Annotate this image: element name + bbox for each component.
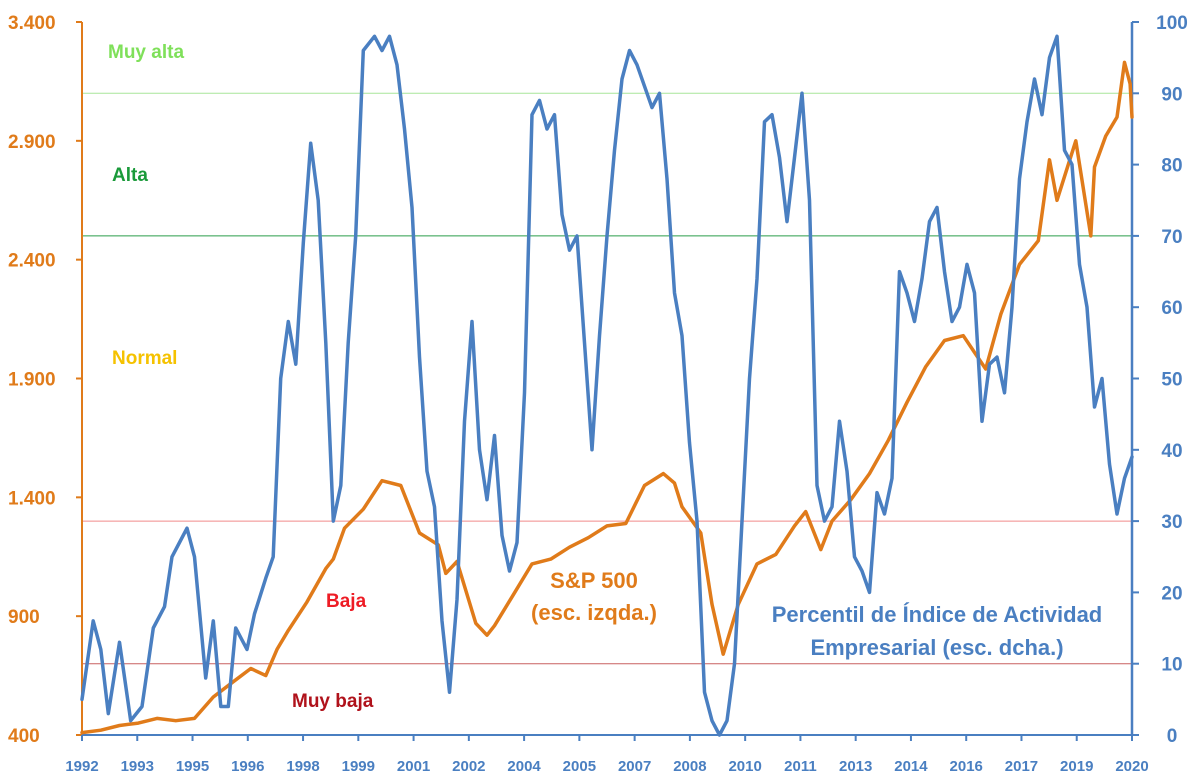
left-tick-label: 1.400 — [8, 488, 56, 509]
series-lines — [80, 34, 1134, 737]
x-tick-label: 1992 — [65, 758, 98, 775]
x-tick-label: 2017 — [1005, 758, 1038, 775]
zone-label-muy-alta: Muy alta — [108, 42, 184, 63]
left-tick-label: 1.900 — [8, 370, 56, 391]
right-tick-label: 70 — [1161, 227, 1182, 248]
sp500-label-line2: (esc. izqda.) — [531, 600, 657, 625]
x-tick-label: 2010 — [728, 758, 761, 775]
right-axis-ticks: 0 10 20 30 40 50 60 70 80 90 100 — [1132, 13, 1188, 747]
zone-label-alta: Alta — [112, 165, 148, 186]
x-tick-label: 2020 — [1115, 758, 1148, 775]
pmi-label-line1: Percentil de Índice de Actividad — [772, 602, 1103, 627]
zone-labels: Muy alta Alta Normal Baja Muy baja — [108, 42, 374, 712]
x-tick-label: 2013 — [839, 758, 872, 775]
x-tick-label: 2005 — [563, 758, 596, 775]
right-tick-label: 10 — [1161, 655, 1182, 676]
x-tick-label: 1995 — [176, 758, 209, 775]
right-tick-label: 20 — [1161, 583, 1182, 604]
zone-label-baja: Baja — [326, 591, 367, 612]
zone-label-normal: Normal — [112, 348, 177, 369]
x-tick-label: 2001 — [397, 758, 430, 775]
right-tick-label: 100 — [1156, 13, 1188, 34]
x-tick-label: 2008 — [673, 758, 706, 775]
zone-label-muy-baja: Muy baja — [292, 691, 374, 712]
pmi-label-line2: Empresarial (esc. dcha.) — [810, 635, 1063, 660]
left-tick-label: 900 — [8, 607, 40, 628]
right-tick-label: 30 — [1161, 512, 1182, 533]
x-axis-ticks: 1992 1993 1995 1996 1998 1999 2001 2002 2004 2005… — [65, 735, 1149, 775]
x-tick-label: 1996 — [231, 758, 264, 775]
x-tick-label: 2007 — [618, 758, 651, 775]
series-labels: S&P 500 (esc. izqda.) Percentil de Índic… — [531, 568, 1102, 660]
right-tick-label: 0 — [1167, 726, 1178, 747]
right-tick-label: 80 — [1161, 156, 1182, 177]
right-tick-label: 90 — [1161, 84, 1182, 105]
x-tick-label: 1998 — [286, 758, 319, 775]
x-tick-label: 2011 — [784, 758, 817, 775]
left-tick-label: 2.400 — [8, 251, 56, 272]
right-tick-label: 40 — [1161, 441, 1182, 462]
x-tick-label: 2002 — [452, 758, 485, 775]
x-tick-label: 2014 — [894, 758, 928, 775]
x-tick-label: 2016 — [950, 758, 983, 775]
sp500-label-line1: S&P 500 — [550, 568, 638, 593]
threshold-lines — [82, 92, 1132, 665]
right-tick-label: 50 — [1161, 370, 1182, 391]
left-tick-label: 3.400 — [8, 13, 56, 34]
pmi-percentile-series-line — [80, 34, 1134, 737]
left-tick-label: 2.900 — [8, 132, 56, 153]
left-axis-ticks: 400 900 1.400 1.900 2.400 2.900 3.400 — [8, 13, 82, 747]
right-tick-label: 60 — [1161, 298, 1182, 319]
x-tick-label: 1999 — [342, 758, 375, 775]
x-tick-label: 2019 — [1060, 758, 1093, 775]
left-tick-label: 400 — [8, 726, 40, 747]
x-tick-label: 2004 — [507, 758, 541, 775]
sp500-series-line — [80, 60, 1134, 735]
x-tick-label: 1993 — [121, 758, 154, 775]
